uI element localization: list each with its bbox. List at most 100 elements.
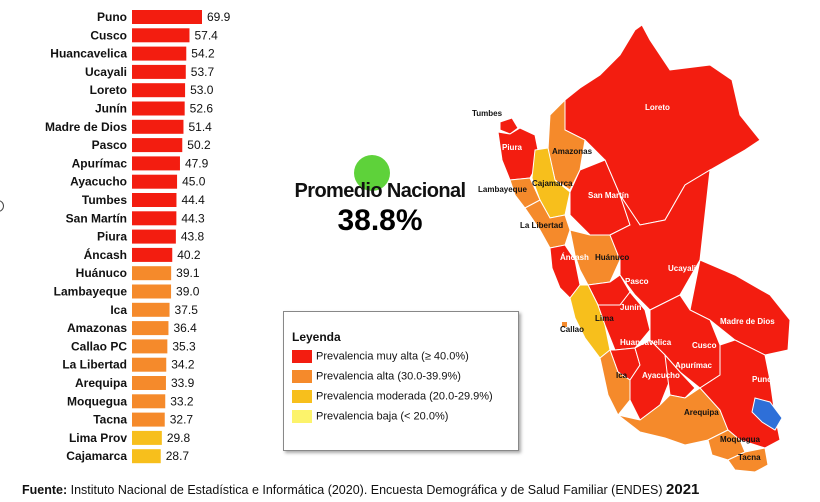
national-average-label: Promedio Nacional <box>294 180 467 202</box>
bar-category-label: Ayacucho <box>70 175 127 189</box>
legend-swatch-icon <box>292 410 312 423</box>
bar-value-label: 39.0 <box>176 285 200 299</box>
map-region-label: Apurímac <box>675 361 712 370</box>
bar-value-label: 36.4 <box>173 321 197 335</box>
bar <box>132 266 172 281</box>
source-year: 2021 <box>666 481 700 498</box>
bar-value-label: 32.7 <box>170 413 194 427</box>
bar-category-label: Pasco <box>92 138 127 152</box>
bar-category-label: Puno <box>97 10 127 24</box>
bar-value-label: 28.7 <box>166 449 190 463</box>
map-region-label: Callao <box>560 325 584 334</box>
bar-category-label: Lambayeque <box>54 285 128 299</box>
bar <box>132 46 187 61</box>
legend-swatch-icon <box>292 390 312 403</box>
bar <box>132 339 168 354</box>
bar-category-label: La Libertad <box>62 358 127 372</box>
legend-item-label: Prevalencia baja (< 20.0%) <box>316 410 449 423</box>
map-region-label: Áncash <box>560 253 589 262</box>
bar <box>132 449 161 464</box>
bar-category-label: Ucayali <box>85 65 127 79</box>
source-text: Instituto Nacional de Estadística e Info… <box>67 483 667 497</box>
bar <box>132 321 169 336</box>
national-average-value: 38.8% <box>337 204 423 237</box>
legend-box: Leyenda Prevalencia muy alta (≥ 40.0%) P… <box>283 311 519 451</box>
map-region-label: Piura <box>502 143 523 152</box>
map-region-label: San Martín <box>588 191 629 200</box>
legend-swatch-icon <box>292 370 312 383</box>
map-region-label: Ica <box>616 371 628 380</box>
bar-value-label: 43.8 <box>181 230 205 244</box>
legend-item-very-high: Prevalencia muy alta (≥ 40.0%) <box>292 350 469 366</box>
bar-value-label: 45.0 <box>182 175 206 189</box>
bar <box>132 64 186 79</box>
bar-value-label: 29.8 <box>167 431 191 445</box>
bar-value-label: 44.4 <box>181 193 205 207</box>
bar-category-label: Loreto <box>90 83 127 97</box>
legend-swatch-icon <box>292 350 312 363</box>
bar-category-label: Junín <box>95 102 127 116</box>
bar-category-label: Amazonas <box>67 321 127 335</box>
bar-category-label: Moquegua <box>67 394 127 408</box>
map-region-label: Madre de Dios <box>720 317 775 326</box>
bar-category-label: Áncash <box>84 247 127 262</box>
bar-value-label: 37.5 <box>175 303 199 317</box>
bar-category-label: Ica <box>110 303 127 317</box>
bar-value-label: 34.2 <box>171 358 195 372</box>
bar-category-label: Tacna <box>93 413 127 427</box>
map-region-label: Puno <box>752 375 772 384</box>
bar-category-label: Lima Prov <box>69 431 127 445</box>
bar <box>132 229 176 244</box>
bar <box>132 119 184 134</box>
bar-category-label: Huánuco <box>76 266 127 280</box>
bar <box>132 174 178 189</box>
bar-value-label: 57.4 <box>194 28 218 42</box>
bar-category-label: Piura <box>97 230 127 244</box>
map-region-callao <box>562 322 567 327</box>
bar-value-label: 44.3 <box>181 211 205 225</box>
bar <box>132 211 177 226</box>
bar-value-label: 47.9 <box>185 156 209 170</box>
peru-map: Loreto Tumbes Piura Amazonas Lambayeque Cajam… <box>472 24 791 473</box>
bar-value-label: 53.0 <box>190 83 214 97</box>
bar-value-label: 40.2 <box>177 248 201 262</box>
bar-value-label: 69.9 <box>207 10 231 24</box>
lake-titicaca-icon <box>751 397 783 431</box>
bar-value-label: 50.2 <box>187 138 211 152</box>
legend-item-label: Prevalencia muy alta (≥ 40.0%) <box>316 350 469 363</box>
bar-category-label: Callao PC <box>71 339 127 353</box>
bar <box>132 284 172 299</box>
cursor-highlight-icon <box>354 155 390 191</box>
map-region-label: Tacna <box>738 453 761 462</box>
bar-category-label: Apurímac <box>72 156 128 170</box>
map-region-lima <box>569 284 611 359</box>
bar-category-label: Huancavelica <box>50 47 127 61</box>
legend-item-label: Prevalencia moderada (20.0-29.9%) <box>316 390 493 403</box>
map-region-label: Amazonas <box>552 147 593 156</box>
bar <box>132 156 180 171</box>
bar <box>132 138 183 153</box>
bar-value-label: 51.4 <box>188 120 212 134</box>
legend-item-high: Prevalencia alta (30.0-39.9%) <box>292 370 461 386</box>
map-region-label: Lambayeque <box>478 185 527 194</box>
legend-item-low: Prevalencia baja (< 20.0%) <box>292 410 448 426</box>
map-region-label: Pasco <box>625 277 649 286</box>
bar <box>132 412 165 427</box>
map-region-label: Arequipa <box>684 408 719 417</box>
bar <box>132 357 167 372</box>
bar <box>132 247 173 262</box>
bar-value-label: 39.1 <box>176 266 200 280</box>
legend-title: Leyenda <box>292 330 341 344</box>
bar-value-label: 33.9 <box>171 376 195 390</box>
bar <box>132 101 185 116</box>
map-region-tumbes <box>499 117 519 135</box>
bar-category-label: Tumbes <box>82 193 127 207</box>
map-region-label: Huánuco <box>595 253 629 262</box>
bar-value-label: 35.3 <box>172 339 196 353</box>
bar <box>132 376 166 390</box>
map-region-label: Cajamarca <box>532 179 573 188</box>
map-region-label: Lima <box>595 314 614 323</box>
map-region-label: Cusco <box>692 341 717 350</box>
bar-category-label: Cajamarca <box>66 449 127 463</box>
bar-value-label: 53.7 <box>191 65 215 79</box>
